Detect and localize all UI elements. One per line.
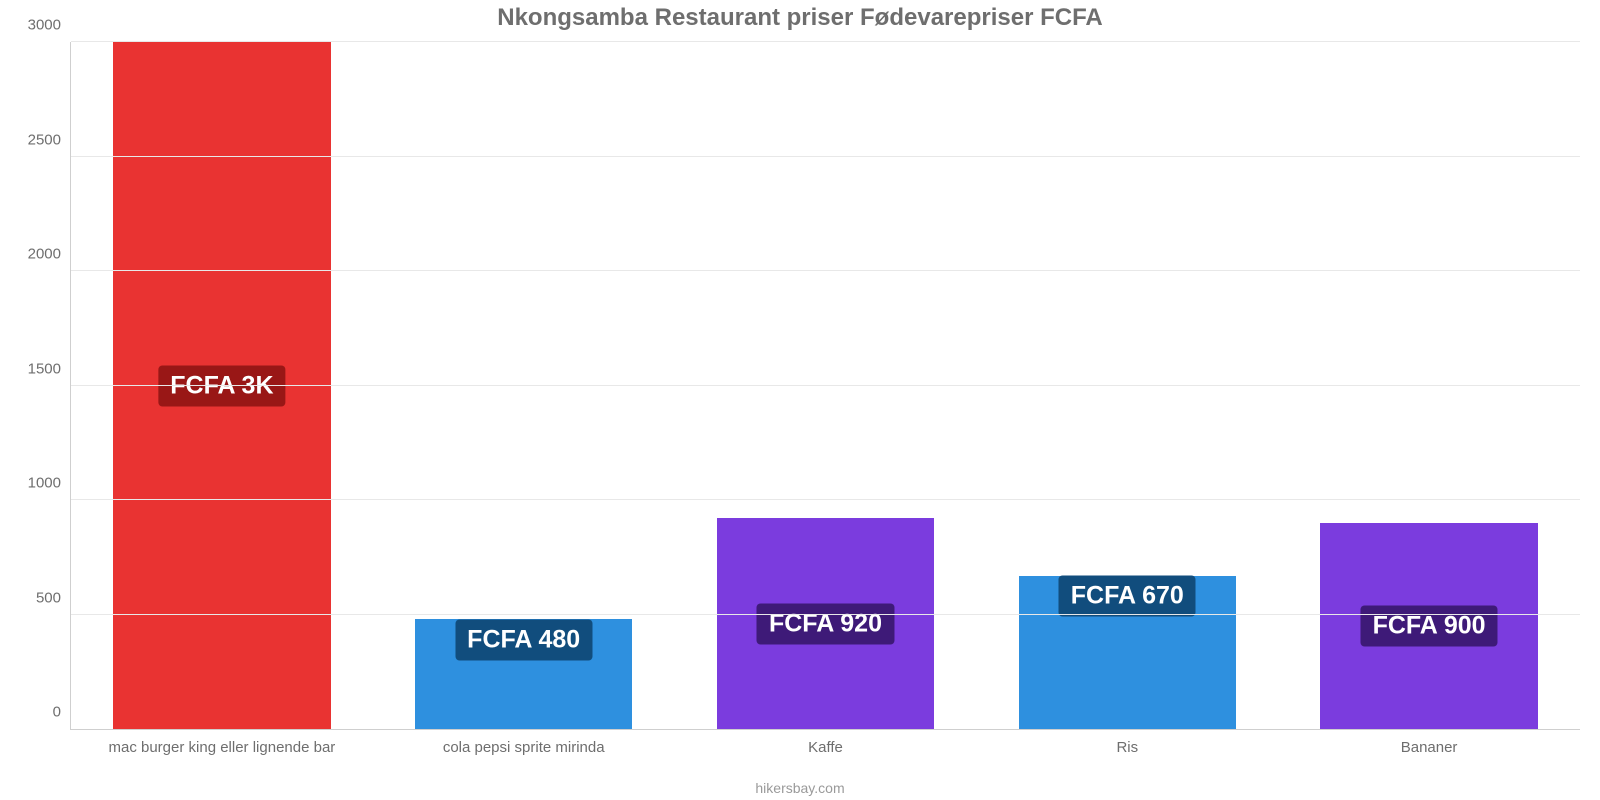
value-label: FCFA 670	[1059, 576, 1196, 617]
y-tick-label: 2000	[28, 246, 71, 263]
value-label: FCFA 920	[757, 603, 894, 644]
value-label: FCFA 480	[455, 619, 592, 660]
bars-container: FCFA 3Kmac burger king eller lignende ba…	[71, 42, 1580, 729]
gridline	[71, 499, 1580, 500]
y-tick-label: 2500	[28, 131, 71, 148]
bar-slot: FCFA 670Ris	[976, 42, 1278, 729]
plot-area: FCFA 3Kmac burger king eller lignende ba…	[70, 42, 1580, 730]
bar-slot: FCFA 900Bananer	[1278, 42, 1580, 729]
x-tick-label: Ris	[1116, 729, 1138, 756]
price-bar-chart: Nkongsamba Restaurant priser Fødevarepri…	[0, 0, 1600, 800]
gridline	[71, 270, 1580, 271]
gridline	[71, 385, 1580, 386]
gridline	[71, 614, 1580, 615]
y-tick-label: 3000	[28, 17, 71, 34]
bar-slot: FCFA 920Kaffe	[675, 42, 977, 729]
value-label: FCFA 3K	[158, 365, 285, 406]
y-tick-label: 1500	[28, 360, 71, 377]
y-tick-label: 500	[36, 589, 71, 606]
value-label: FCFA 900	[1361, 605, 1498, 646]
gridline	[71, 41, 1580, 42]
x-tick-label: Kaffe	[808, 729, 843, 756]
gridline	[71, 156, 1580, 157]
x-tick-label: cola pepsi sprite mirinda	[443, 729, 605, 756]
chart-footer: hikersbay.com	[0, 780, 1600, 796]
y-tick-label: 1000	[28, 475, 71, 492]
x-tick-label: Bananer	[1401, 729, 1458, 756]
chart-title: Nkongsamba Restaurant priser Fødevarepri…	[0, 4, 1600, 32]
bar-slot: FCFA 3Kmac burger king eller lignende ba…	[71, 42, 373, 729]
bar-slot: FCFA 480cola pepsi sprite mirinda	[373, 42, 675, 729]
x-tick-label: mac burger king eller lignende bar	[108, 729, 335, 756]
y-tick-label: 0	[53, 704, 71, 721]
